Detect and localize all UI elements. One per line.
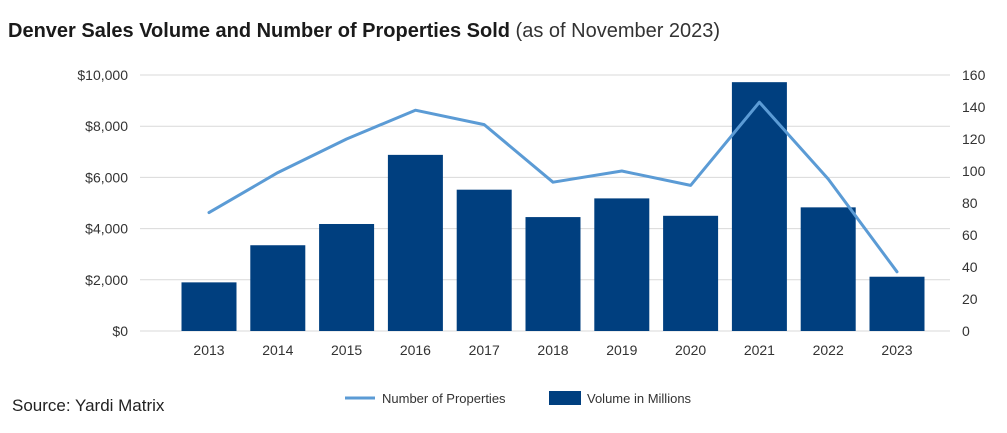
bars <box>181 82 925 331</box>
right-axis-tick-label: 120 <box>962 131 986 147</box>
right-axis-tick-label: 40 <box>962 259 978 275</box>
x-axis-tick-label: 2017 <box>469 342 500 358</box>
x-axis-tick-label: 2019 <box>606 342 637 358</box>
chart-title: Denver Sales Volume and Number of Proper… <box>8 20 720 43</box>
legend-bar-swatch <box>549 391 581 405</box>
left-axis-tick-label: $4,000 <box>85 221 128 237</box>
left-axis-tick-label: $8,000 <box>85 118 128 134</box>
right-axis-tick-label: 20 <box>962 291 978 307</box>
right-axis-tick-label: 0 <box>962 323 970 339</box>
x-axis-tick-label: 2018 <box>537 342 568 358</box>
x-axis-tick-label: 2016 <box>400 342 431 358</box>
left-axis-tick-label: $2,000 <box>85 272 128 288</box>
right-axis-ticks: 0 20 40 60 80 100 120 140 160 <box>962 67 986 339</box>
bar-2017 <box>456 189 512 331</box>
x-axis-tick-label: 2013 <box>193 342 224 358</box>
left-axis-ticks: $0 $2,000 $4,000 $6,000 $8,000 $10,000 <box>77 67 128 339</box>
chart-title-main: Denver Sales Volume and Number of Proper… <box>8 20 510 42</box>
legend-line-label: Number of Properties <box>382 391 506 406</box>
x-axis-tick-label: 2014 <box>262 342 293 358</box>
left-axis-tick-label: $0 <box>112 323 128 339</box>
right-axis-tick-label: 80 <box>962 195 978 211</box>
right-axis-tick-label: 100 <box>962 163 986 179</box>
bar-2013 <box>181 282 237 331</box>
x-axis-tick-label: 2015 <box>331 342 362 358</box>
x-axis-tick-label: 2021 <box>744 342 775 358</box>
bar-2023 <box>869 276 925 331</box>
right-axis-tick-label: 140 <box>962 99 986 115</box>
bar-2015 <box>319 223 375 331</box>
right-axis-tick-label: 160 <box>962 67 986 83</box>
right-axis-tick-label: 60 <box>962 227 978 243</box>
left-axis-tick-label: $6,000 <box>85 169 128 185</box>
bar-2019 <box>594 198 650 331</box>
bar-2016 <box>387 154 443 331</box>
bar-2018 <box>525 217 581 331</box>
legend: Number of Properties Volume in Millions <box>345 391 692 406</box>
bar-2022 <box>800 207 856 331</box>
line-series <box>207 100 899 274</box>
bar-2021 <box>731 82 787 331</box>
x-axis-ticks: 2013 2014 2015 2016 2017 2018 2019 2020 2021 2022… <box>193 342 912 358</box>
chart-title-subtitle: (as of November 2023) <box>515 20 721 42</box>
left-axis-tick-label: $10,000 <box>77 67 128 83</box>
source-note: Source: Yardi Matrix <box>12 396 165 415</box>
x-axis-tick-label: 2022 <box>813 342 844 358</box>
x-axis-tick-label: 2020 <box>675 342 706 358</box>
bar-2020 <box>663 215 719 331</box>
x-axis-tick-label: 2023 <box>881 342 912 358</box>
bar-2014 <box>250 245 306 331</box>
legend-bar-label: Volume in Millions <box>587 391 692 406</box>
